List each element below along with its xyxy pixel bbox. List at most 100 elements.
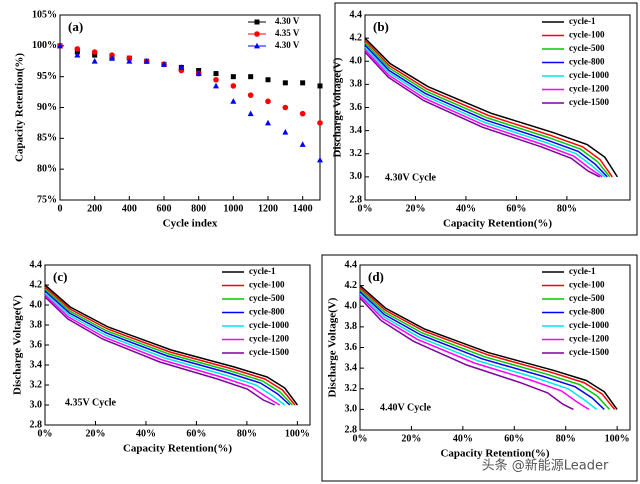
marker — [195, 70, 202, 76]
x-tick-label: 0% — [358, 203, 373, 214]
x-tick-label: 0% — [353, 433, 368, 444]
y-tick-label: 95% — [37, 71, 57, 82]
x-tick-label: 40% — [453, 433, 473, 444]
line — [364, 39, 613, 178]
y-tick-label: 100% — [32, 40, 57, 51]
y-tick-label: 4.4 — [350, 9, 363, 20]
legend-label: cycle-500 — [569, 293, 605, 303]
line — [359, 293, 598, 410]
legend-label: cycle-1 — [569, 266, 596, 276]
y-tick-label: 80% — [37, 163, 57, 174]
y-tick-label: 3.0 — [345, 404, 358, 415]
legend-label: cycle-800 — [249, 307, 285, 317]
legend-label: cycle-1500 — [249, 347, 289, 357]
y-tick-label: 90% — [37, 102, 57, 113]
y-tick-label: 4.2 — [345, 280, 358, 291]
y-tick-label: 3.6 — [30, 339, 43, 350]
y-tick-label: 4.4 — [30, 259, 43, 270]
marker — [265, 98, 271, 105]
marker — [230, 83, 237, 89]
annotation: 4.40V Cycle — [380, 402, 431, 413]
x-tick-label: 20% — [85, 428, 105, 439]
legend-label: cycle-1200 — [569, 334, 609, 344]
panel-border — [334, 2, 638, 236]
marker — [161, 61, 167, 67]
line — [364, 49, 603, 178]
x-tick-label: 20% — [401, 433, 421, 444]
panel-border — [321, 254, 638, 482]
x-tick-label: 1400 — [293, 203, 313, 214]
y-tick-label: 3.4 — [30, 359, 43, 370]
marker — [92, 52, 98, 58]
x-tick-label: 80% — [556, 433, 576, 444]
line — [359, 285, 618, 410]
y-axis-label: Discharge Voltage(V) — [327, 297, 339, 397]
x-tick-label: 0% — [38, 428, 53, 439]
y-axis-label: Discharge Voltage(V) — [332, 57, 344, 157]
line — [359, 295, 590, 411]
marker — [282, 128, 289, 135]
x-tick-label: 80% — [237, 428, 257, 439]
y-tick-label: 3.6 — [350, 102, 363, 113]
legend-marker — [254, 19, 260, 25]
panel-label: (d) — [368, 269, 384, 284]
y-tick-label: 2.8 — [350, 194, 363, 205]
y-tick-label: 3.2 — [30, 379, 43, 390]
y-tick-label: 3.4 — [345, 362, 358, 373]
marker — [74, 51, 81, 58]
line — [364, 46, 606, 178]
y-tick-label: 3.0 — [30, 399, 43, 410]
legend-label: cycle-1200 — [249, 334, 289, 344]
marker — [265, 77, 271, 83]
y-tick-label: 3.2 — [350, 148, 363, 159]
marker — [282, 80, 288, 86]
line — [44, 292, 286, 406]
y-tick-label: 3.4 — [350, 125, 363, 136]
marker — [230, 74, 236, 80]
line — [44, 290, 291, 406]
panel-label: (c) — [53, 269, 67, 284]
x-axis-label: Capacity Retention(%) — [123, 443, 232, 455]
marker — [247, 92, 254, 98]
line — [44, 286, 296, 406]
legend-label: cycle-100 — [569, 30, 605, 40]
y-tick-label: 105% — [32, 9, 57, 20]
y-tick-label: 3.0 — [350, 171, 363, 182]
y-axis-label: Discharge Voltage(V) — [12, 295, 24, 395]
line — [44, 288, 293, 406]
y-tick-label: 4.2 — [350, 32, 363, 43]
marker — [300, 80, 306, 86]
x-axis-label: Capacity Retention(%) — [440, 448, 549, 460]
marker — [248, 74, 254, 80]
legend-label: cycle-500 — [249, 293, 285, 303]
marker — [178, 64, 185, 70]
marker — [247, 110, 254, 117]
legend-label: cycle-1500 — [569, 97, 609, 107]
x-tick-label: 400 — [122, 203, 137, 214]
x-tick-label: 0 — [58, 203, 63, 214]
y-tick-label: 2.8 — [30, 419, 43, 430]
x-tick-label: 40% — [456, 203, 476, 214]
line — [44, 296, 276, 406]
legend-marker — [254, 42, 260, 49]
line — [44, 284, 299, 406]
legend-label: cycle-100 — [569, 280, 605, 290]
x-tick-label: 800 — [191, 203, 206, 214]
marker — [91, 49, 98, 55]
legend-label: cycle-800 — [569, 57, 605, 67]
x-tick-label: 60% — [506, 203, 526, 214]
x-tick-label: 1200 — [258, 203, 278, 214]
marker — [265, 119, 271, 126]
annotation: 4.35V Cycle — [65, 397, 116, 408]
x-tick-label: 40% — [136, 428, 156, 439]
marker — [213, 76, 219, 83]
line — [44, 294, 281, 406]
line — [359, 287, 616, 410]
legend-label: 4.30 V — [275, 16, 300, 26]
line — [364, 37, 619, 178]
x-tick-label: 200 — [87, 203, 102, 214]
legend-label: cycle-1000 — [249, 320, 289, 330]
panel-label: (a) — [68, 19, 83, 34]
line — [364, 44, 608, 178]
